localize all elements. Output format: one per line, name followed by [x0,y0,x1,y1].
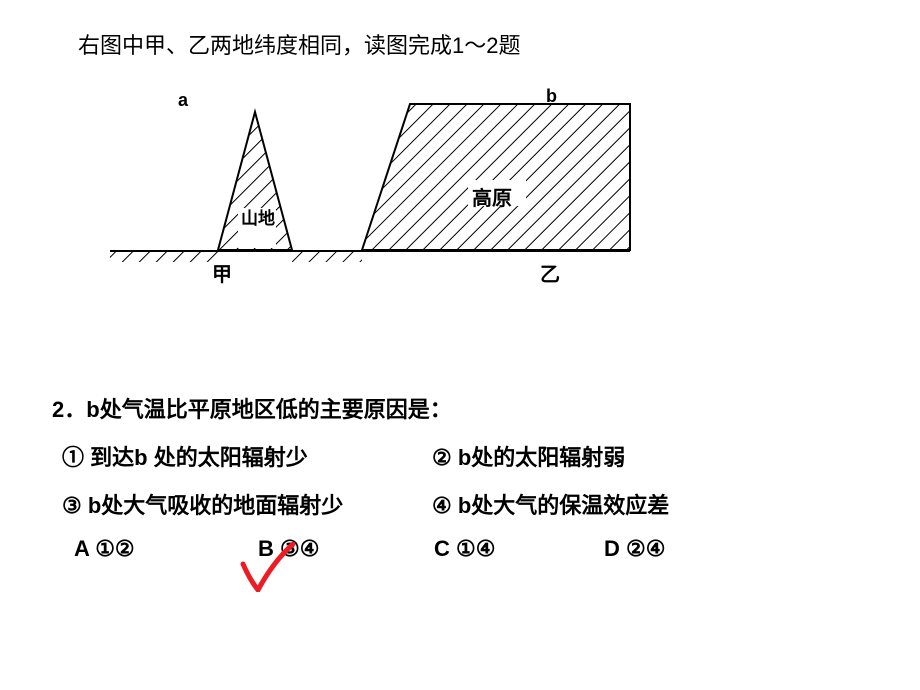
option-a-letter: A [74,536,89,561]
option-a-combo: ①② [95,536,134,561]
question-number: 2． [52,397,86,422]
label-yi: 乙 [540,258,560,287]
choice-4-num: ④ [432,493,452,518]
option-a: A ①② [74,536,135,562]
choice-1-text: 到达b 处的太阳辐射少 [90,445,308,470]
choice-2: ② b处的太阳辐射弱 [432,440,625,472]
choice-2-text: b处的太阳辐射弱 [458,445,625,470]
choice-3: ③ b处大气吸收的地面辐射少 [62,488,343,520]
choice-4: ④ b处大气的保温效应差 [432,488,669,520]
label-a: a [178,90,188,111]
question-stem: 2．b处气温比平原地区低的主要原因是： [52,392,452,424]
intro-text: 右图中甲、乙两地纬度相同，读图完成1～2题 [78,28,520,60]
choice-3-num: ③ [62,493,82,518]
option-c-combo: ①④ [456,536,495,561]
choice-1-num: ① [62,445,84,470]
label-plateau: 高原 [472,182,512,211]
choice-3-text: b处大气吸收的地面辐射少 [88,493,343,518]
label-jia: 甲 [212,258,232,287]
checkmark-icon [238,542,298,592]
choice-4-text: b处大气的保温效应差 [458,493,669,518]
question-text: b处气温比平原地区低的主要原因是： [86,397,451,422]
option-d-combo: ②④ [626,536,665,561]
option-d: D ②④ [604,536,665,562]
option-c: C ①④ [434,536,495,562]
label-b: b [546,86,557,107]
choice-1: ① 到达b 处的太阳辐射少 [62,440,308,472]
option-d-letter: D [604,536,620,561]
label-mountain: 山地 [240,210,276,228]
option-c-letter: C [434,536,450,561]
terrain-diagram: a b 甲 乙 山地 高原 [100,80,640,290]
choice-2-num: ② [432,445,452,470]
